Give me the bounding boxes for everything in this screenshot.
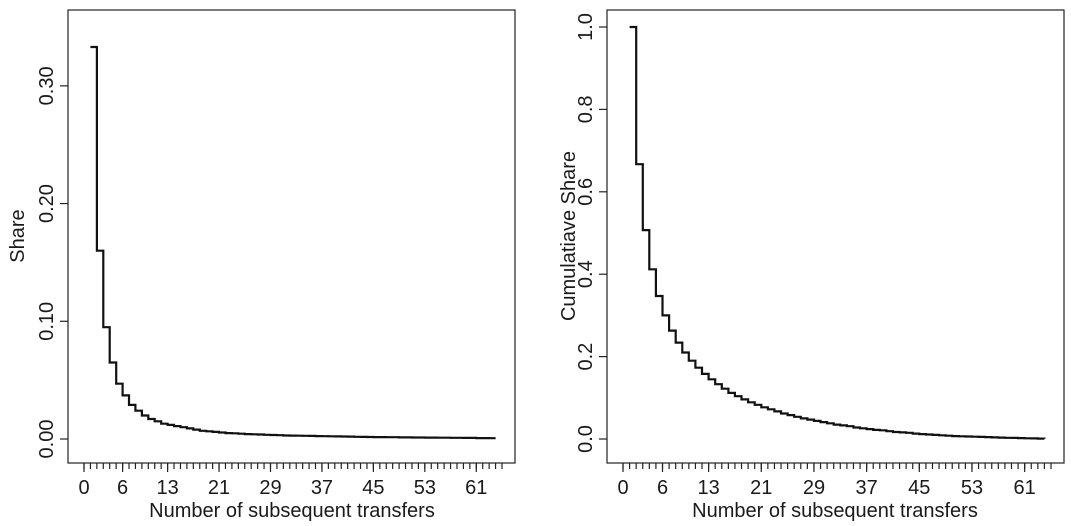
share-x-tick-label: 61: [465, 477, 487, 499]
share-x-tick-label: 37: [311, 477, 333, 499]
cumulative-y-tick-label: 0.8: [575, 95, 597, 123]
share-x-tick-label: 0: [78, 477, 89, 499]
cumulative-x-tick-label: 13: [697, 477, 719, 499]
cumulative-y-tick-label: 0.2: [575, 343, 597, 371]
share-series-line: [90, 45, 496, 440]
cumulative-y-tick-label: 1.0: [575, 13, 597, 41]
cumulative-y-tick-label: 0.6: [575, 178, 597, 206]
cumulative-plot-frame: [606, 9, 1065, 464]
cumulative-y-tick-label: 0.0: [575, 425, 597, 453]
cumulative-x-tick-label: 53: [961, 477, 983, 499]
share-chart: 0 6 13 21 29 37 45 53 61 0.00 0.10 0.20 0.30 Number…: [7, 9, 516, 522]
cumulative-share-chart: 0 6 13 21 29 37 45 53 61 0.0 0.2 0.4 0.6 0.8 1.0 Numb…: [558, 9, 1065, 522]
share-x-tick-label: 6: [117, 477, 128, 499]
cumulative-y-tick-label: 0.4: [575, 260, 597, 288]
share-x-tick-label: 53: [414, 477, 436, 499]
share-x-minor-ticks: [83, 463, 503, 469]
share-y-tick-label: 0.20: [36, 184, 58, 223]
share-x-tick-labels: 0 6 13 21 29 37 45 53 61: [78, 463, 487, 499]
cumulative-x-tick-label: 0: [617, 477, 628, 499]
share-y-tick-labels: 0.00 0.10 0.20 0.30: [36, 66, 68, 458]
cumulative-x-tick-label: 45: [908, 477, 930, 499]
cumulative-x-tick-label: 61: [1014, 477, 1036, 499]
cumulative-y-tick-labels: 0.0 0.2 0.4 0.6 0.8 1.0: [575, 13, 607, 453]
cumulative-x-axis-title: Number of subsequent transfers: [692, 500, 978, 522]
share-x-axis-title: Number of subsequent transfers: [149, 500, 435, 522]
share-y-tick-label: 0.30: [36, 66, 58, 105]
share-plot-frame: [67, 9, 516, 464]
share-y-tick-label: 0.00: [36, 420, 58, 459]
share-y-axis-title: Share: [7, 209, 29, 262]
cumulative-x-tick-labels: 0 6 13 21 29 37 45 53 61: [617, 463, 1036, 499]
cumulative-y-axis-title: Cumulatiave Share: [558, 151, 580, 321]
cumulative-x-tick-label: 6: [657, 477, 668, 499]
share-x-tick-label: 45: [362, 477, 384, 499]
share-y-tick-label: 0.10: [36, 302, 58, 341]
cumulative-x-tick-label: 21: [750, 477, 772, 499]
cumulative-series-line: [629, 25, 1046, 440]
cumulative-x-tick-label: 29: [803, 477, 825, 499]
share-x-tick-label: 21: [208, 477, 230, 499]
share-x-tick-label: 13: [156, 477, 178, 499]
cumulative-x-tick-label: 37: [856, 477, 878, 499]
share-x-tick-label: 29: [259, 477, 281, 499]
